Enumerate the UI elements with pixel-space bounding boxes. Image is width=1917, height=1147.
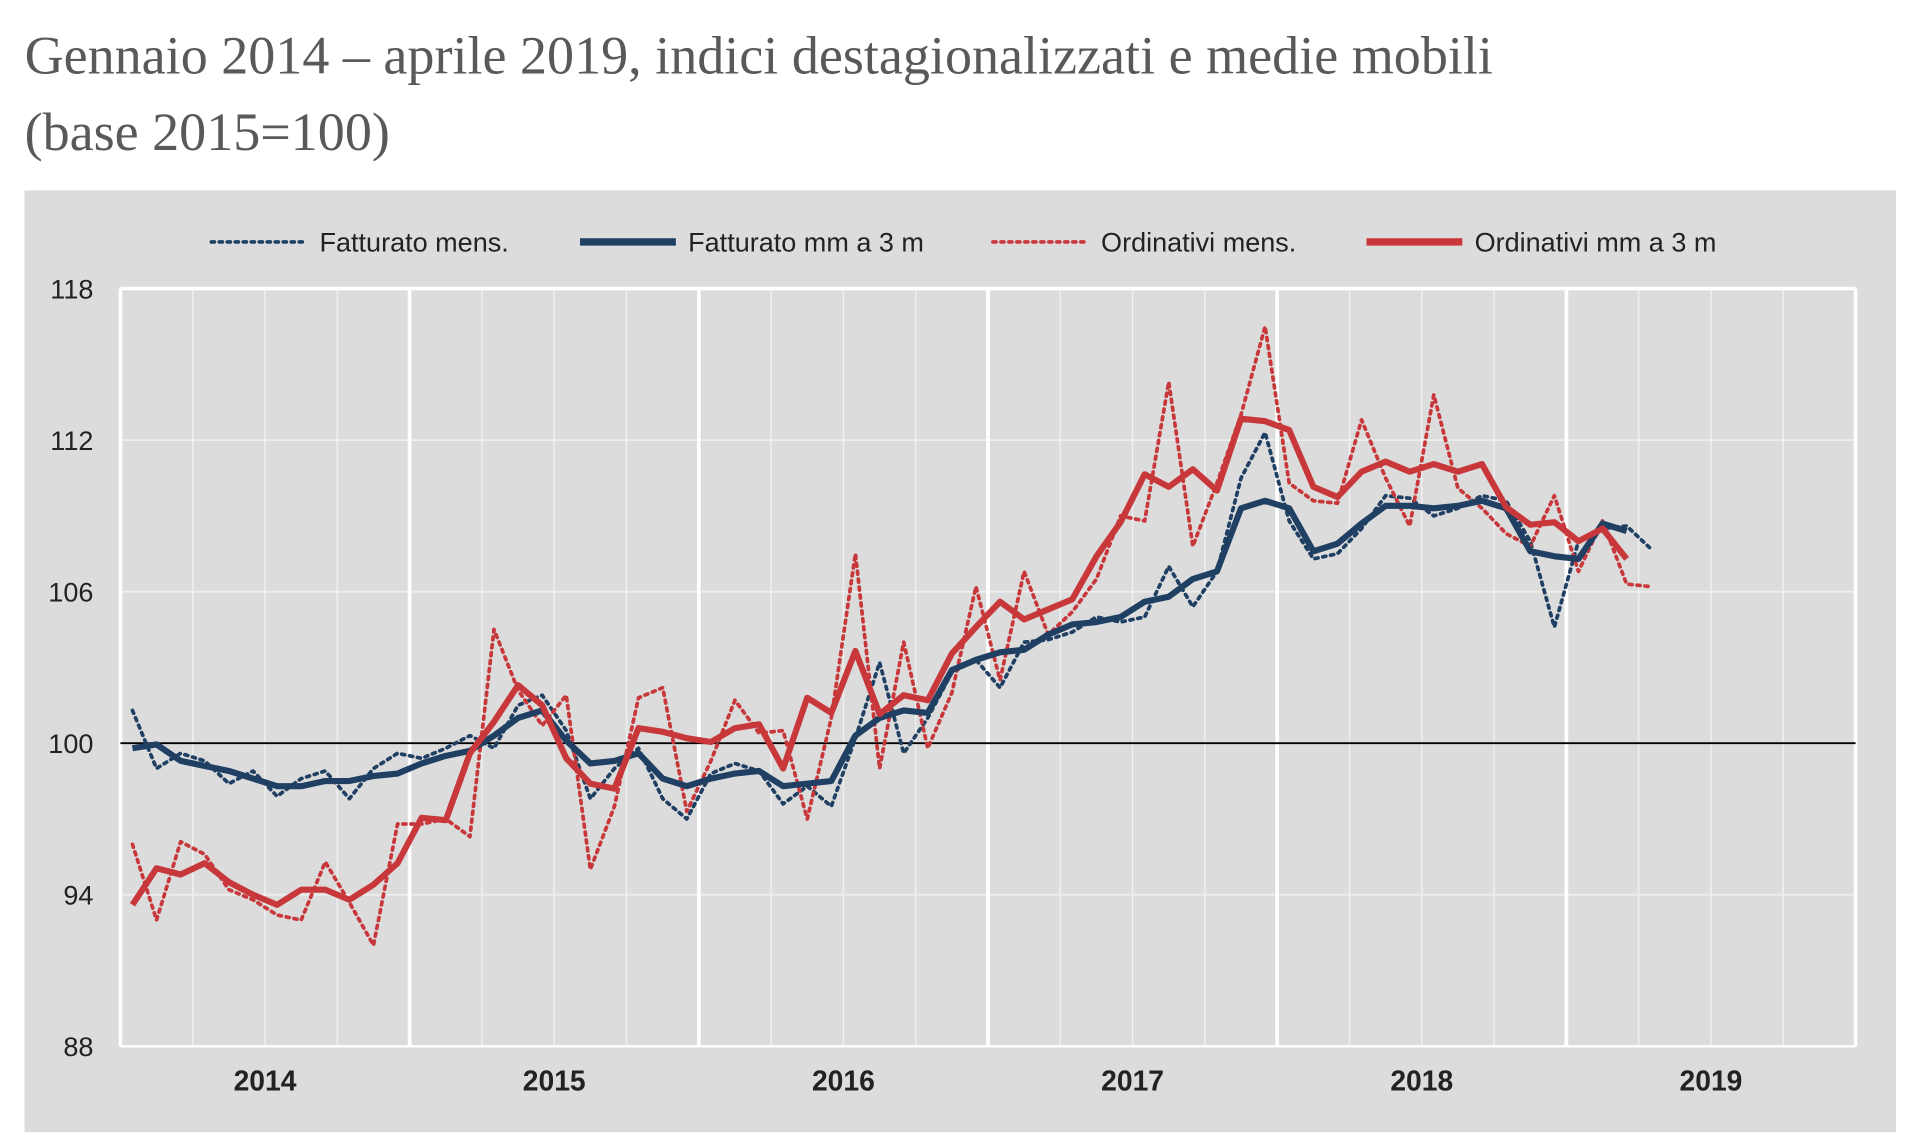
y-tick-label: 88 xyxy=(63,1032,93,1062)
x-tick-label: 2014 xyxy=(234,1065,297,1097)
x-tick-label: 2015 xyxy=(523,1065,586,1097)
y-axis: 88 94 100 106 112 118 xyxy=(48,274,93,1062)
y-tick-label: 112 xyxy=(50,426,93,456)
y-tick-label: 106 xyxy=(48,578,93,608)
legend-label: Ordinativi mens. xyxy=(1101,228,1296,258)
series-line-fatturato-mm-a-3-m xyxy=(131,497,1628,790)
x-tick-label: 2016 xyxy=(812,1065,875,1097)
legend-label: Ordinativi mm a 3 m xyxy=(1475,228,1717,258)
y-tick-label: 118 xyxy=(50,274,93,304)
x-tick-label: 2018 xyxy=(1390,1065,1453,1097)
y-tick-label: 100 xyxy=(48,729,93,759)
x-tick-label: 2019 xyxy=(1680,1065,1743,1097)
chart-subtitle: (base 2015=100) xyxy=(25,102,390,162)
plot-lines xyxy=(129,324,1653,948)
legend-label: Fatturato mens. xyxy=(320,228,509,258)
series-line-ordinativi-mm-a-3-m xyxy=(129,415,1630,908)
legend-label: Fatturato mm a 3 m xyxy=(688,228,924,258)
y-tick-label: 94 xyxy=(63,881,93,911)
legend: Fatturato mens. Fatturato mm a 3 m Ordinat… xyxy=(209,228,1717,258)
grid xyxy=(118,286,1858,1048)
x-axis: 2014 2015 2016 2017 2018 2019 xyxy=(234,1065,1743,1097)
x-tick-label: 2017 xyxy=(1101,1065,1164,1097)
chart-title: Gennaio 2014 – aprile 2019, indici desta… xyxy=(25,26,1493,86)
